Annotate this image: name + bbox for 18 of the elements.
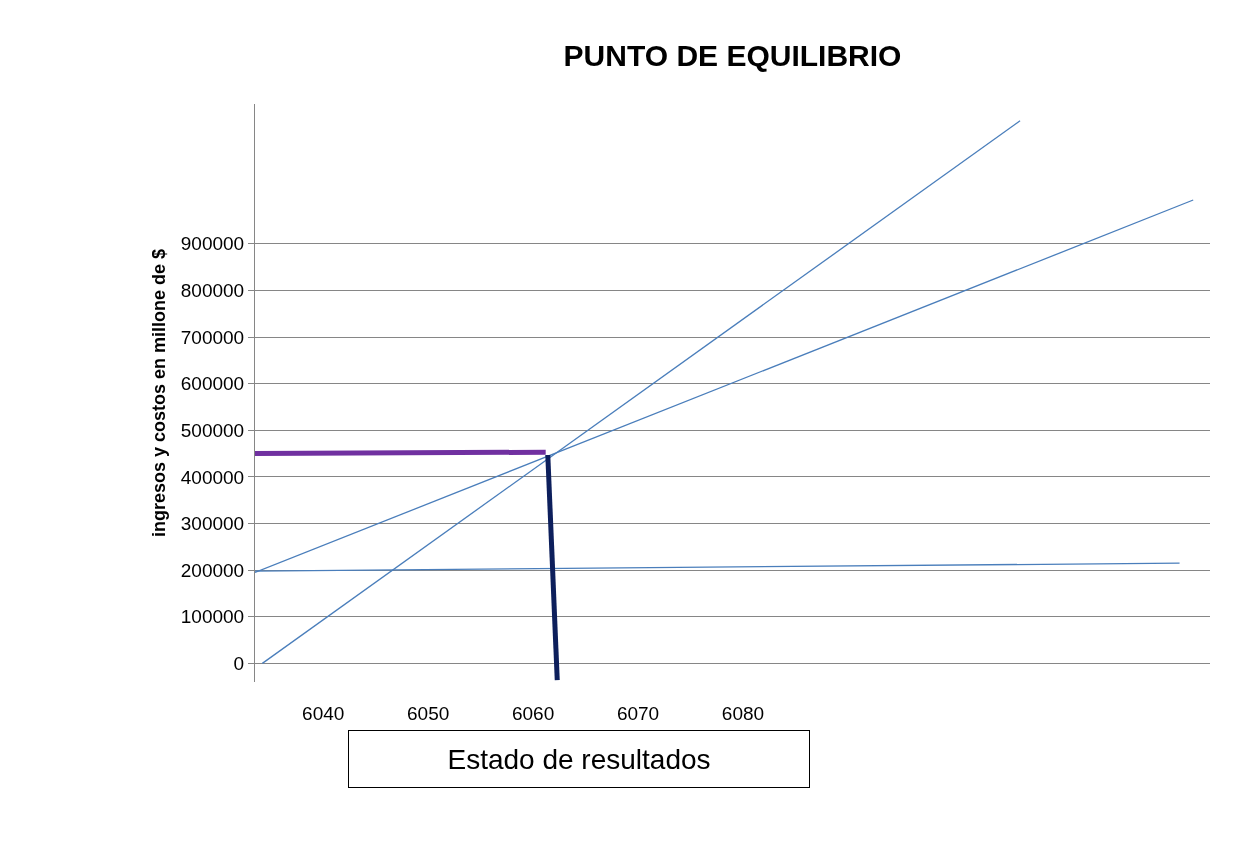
- y-tick-label: 600000: [180, 373, 245, 395]
- y-tick-label: 400000: [180, 466, 245, 488]
- chart-title: PUNTO DE EQUILIBRIO: [563, 38, 902, 72]
- x-axis-title: Estado de resultados: [447, 743, 711, 775]
- y-tick-label: 300000: [180, 513, 245, 535]
- y-tick-label: 700000: [180, 326, 245, 348]
- x-tick-label: 6050: [407, 703, 450, 724]
- y-axis-title: ingresos y costos en millone de $: [148, 248, 169, 538]
- y-tick-label: 500000: [180, 419, 245, 441]
- y-tick-label: 900000: [180, 233, 245, 255]
- y-tick-label: 800000: [180, 280, 245, 302]
- y-tick-label: 0: [233, 653, 245, 674]
- x-tick-label: 6060: [511, 703, 555, 724]
- y-tick-label: 100000: [180, 606, 245, 628]
- y-tick-label: 200000: [180, 559, 245, 581]
- x-tick-label: 6080: [721, 703, 765, 724]
- x-tick-label: 6070: [616, 703, 660, 724]
- x-tick-label: 6040: [302, 703, 345, 724]
